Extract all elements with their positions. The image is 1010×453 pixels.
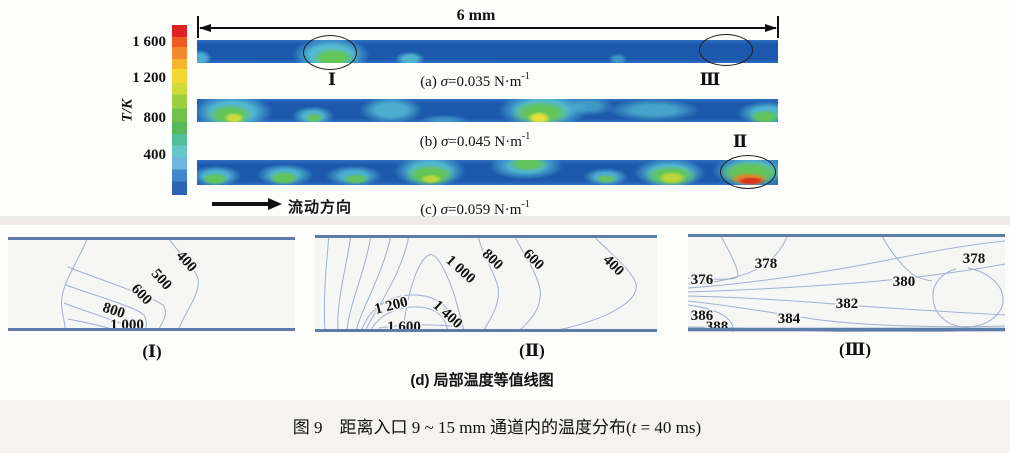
contour-label: 380: [893, 274, 916, 290]
scan-band-gray: [0, 216, 1010, 222]
sigma-symbol: σ: [440, 74, 448, 90]
contour-label: 378: [755, 256, 778, 272]
contour-labels: 376 378 380 382 384 386 388 378: [689, 250, 987, 333]
contour-lines: [323, 235, 637, 332]
channel-a-label: (a) σ=0.035 N·m-1: [285, 71, 665, 91]
figure-caption-text: 图 9 距离入口 9 ~ 15 mm 通道内的温度分布(: [292, 418, 632, 437]
channel-c-label: (c) σ=0.059 N·m-1: [285, 199, 665, 219]
caption-band: [0, 400, 1010, 453]
figure-caption-time-value: = 40 ms): [636, 418, 702, 437]
colorbar-tick-400: 400: [143, 147, 167, 163]
channel-a-label-prefix: (a): [420, 74, 441, 90]
channel-b-label-value: =0.045 N·m: [448, 134, 522, 150]
dimension-tick-right: [777, 16, 779, 38]
colorbar-tick-1600: 1 600: [132, 34, 166, 50]
marker-II: Ⅱ: [732, 132, 748, 151]
colorbar: [172, 25, 187, 195]
channel-c-label-exponent: -1: [521, 199, 530, 210]
contour-label: 384: [778, 311, 801, 327]
region-circle-III: [699, 34, 753, 66]
marker-I: Ⅰ: [328, 70, 336, 89]
contour-plot-3-title: (Ⅲ): [838, 340, 872, 359]
contour-label: 1 000: [110, 317, 144, 331]
contour-label: 1 600: [387, 319, 421, 332]
marker-III: Ⅲ: [699, 70, 721, 89]
sigma-symbol: σ: [440, 202, 448, 218]
dimension-label: 6 mm: [456, 7, 496, 24]
flow-arrow: [212, 202, 269, 206]
channel-a-label-exponent: -1: [521, 71, 530, 82]
channel-c-heatmap: [197, 160, 778, 185]
contour-plot-2-title: (Ⅱ): [519, 341, 545, 360]
contour-plot-3: 376 378 380 382 384 386 388 378: [688, 234, 1005, 332]
channel-b-heatmap: [197, 99, 778, 122]
channel-b-label: (b) σ=0.045 N·m-1: [285, 131, 665, 151]
region-circle-I: [303, 35, 357, 70]
figure-caption-time-symbol: t: [631, 418, 637, 437]
channel-b-label-exponent: -1: [521, 131, 531, 142]
contour-plot-1: 400 500 600 800 1 000: [8, 237, 295, 331]
channel-a-label-value: =0.035 N·m: [448, 74, 522, 90]
contour-plot-2-bg: [315, 235, 657, 332]
dimension-tick-left: [197, 16, 199, 38]
dimension-arrowhead-left: [199, 24, 211, 32]
sigma-symbol: σ: [441, 134, 449, 150]
contour-label: 376: [691, 272, 714, 288]
figure-caption: 图 9 距离入口 9 ~ 15 mm 通道内的温度分布(t = 40 ms): [97, 413, 897, 438]
contour-plot-1-title: (Ⅰ): [142, 342, 162, 361]
channel-c-label-value: =0.059 N·m: [448, 202, 522, 218]
contour-label: 382: [836, 296, 859, 312]
channel-a-heatmap: [197, 40, 778, 63]
dimension-line: [200, 27, 776, 29]
colorbar-tick-1200: 1 200: [132, 70, 166, 86]
channel-c-label-prefix: (c): [420, 202, 441, 218]
dimension-arrowhead-right: [765, 24, 777, 32]
flow-arrowhead-icon: [268, 197, 282, 210]
channel-b-label-prefix: (b): [419, 134, 442, 150]
flow-direction-label: 流动方向: [288, 199, 353, 216]
contour-plot-1-bg: [8, 237, 295, 331]
colorbar-axis-label: T/K: [119, 98, 136, 123]
contour-label: 386: [691, 308, 714, 324]
colorbar-tick-800: 800: [143, 110, 167, 126]
contour-plot-3-bg: [688, 234, 1005, 332]
contour-plot-2: 1 000 800 600 400 1 200 1 400 1 600: [315, 235, 657, 332]
region-circle-II: [720, 155, 776, 189]
subcaption-d: (d) 局部温度等值线图: [410, 372, 554, 389]
contour-label: 378: [963, 251, 986, 267]
scan-band-pink: [0, 222, 1010, 225]
